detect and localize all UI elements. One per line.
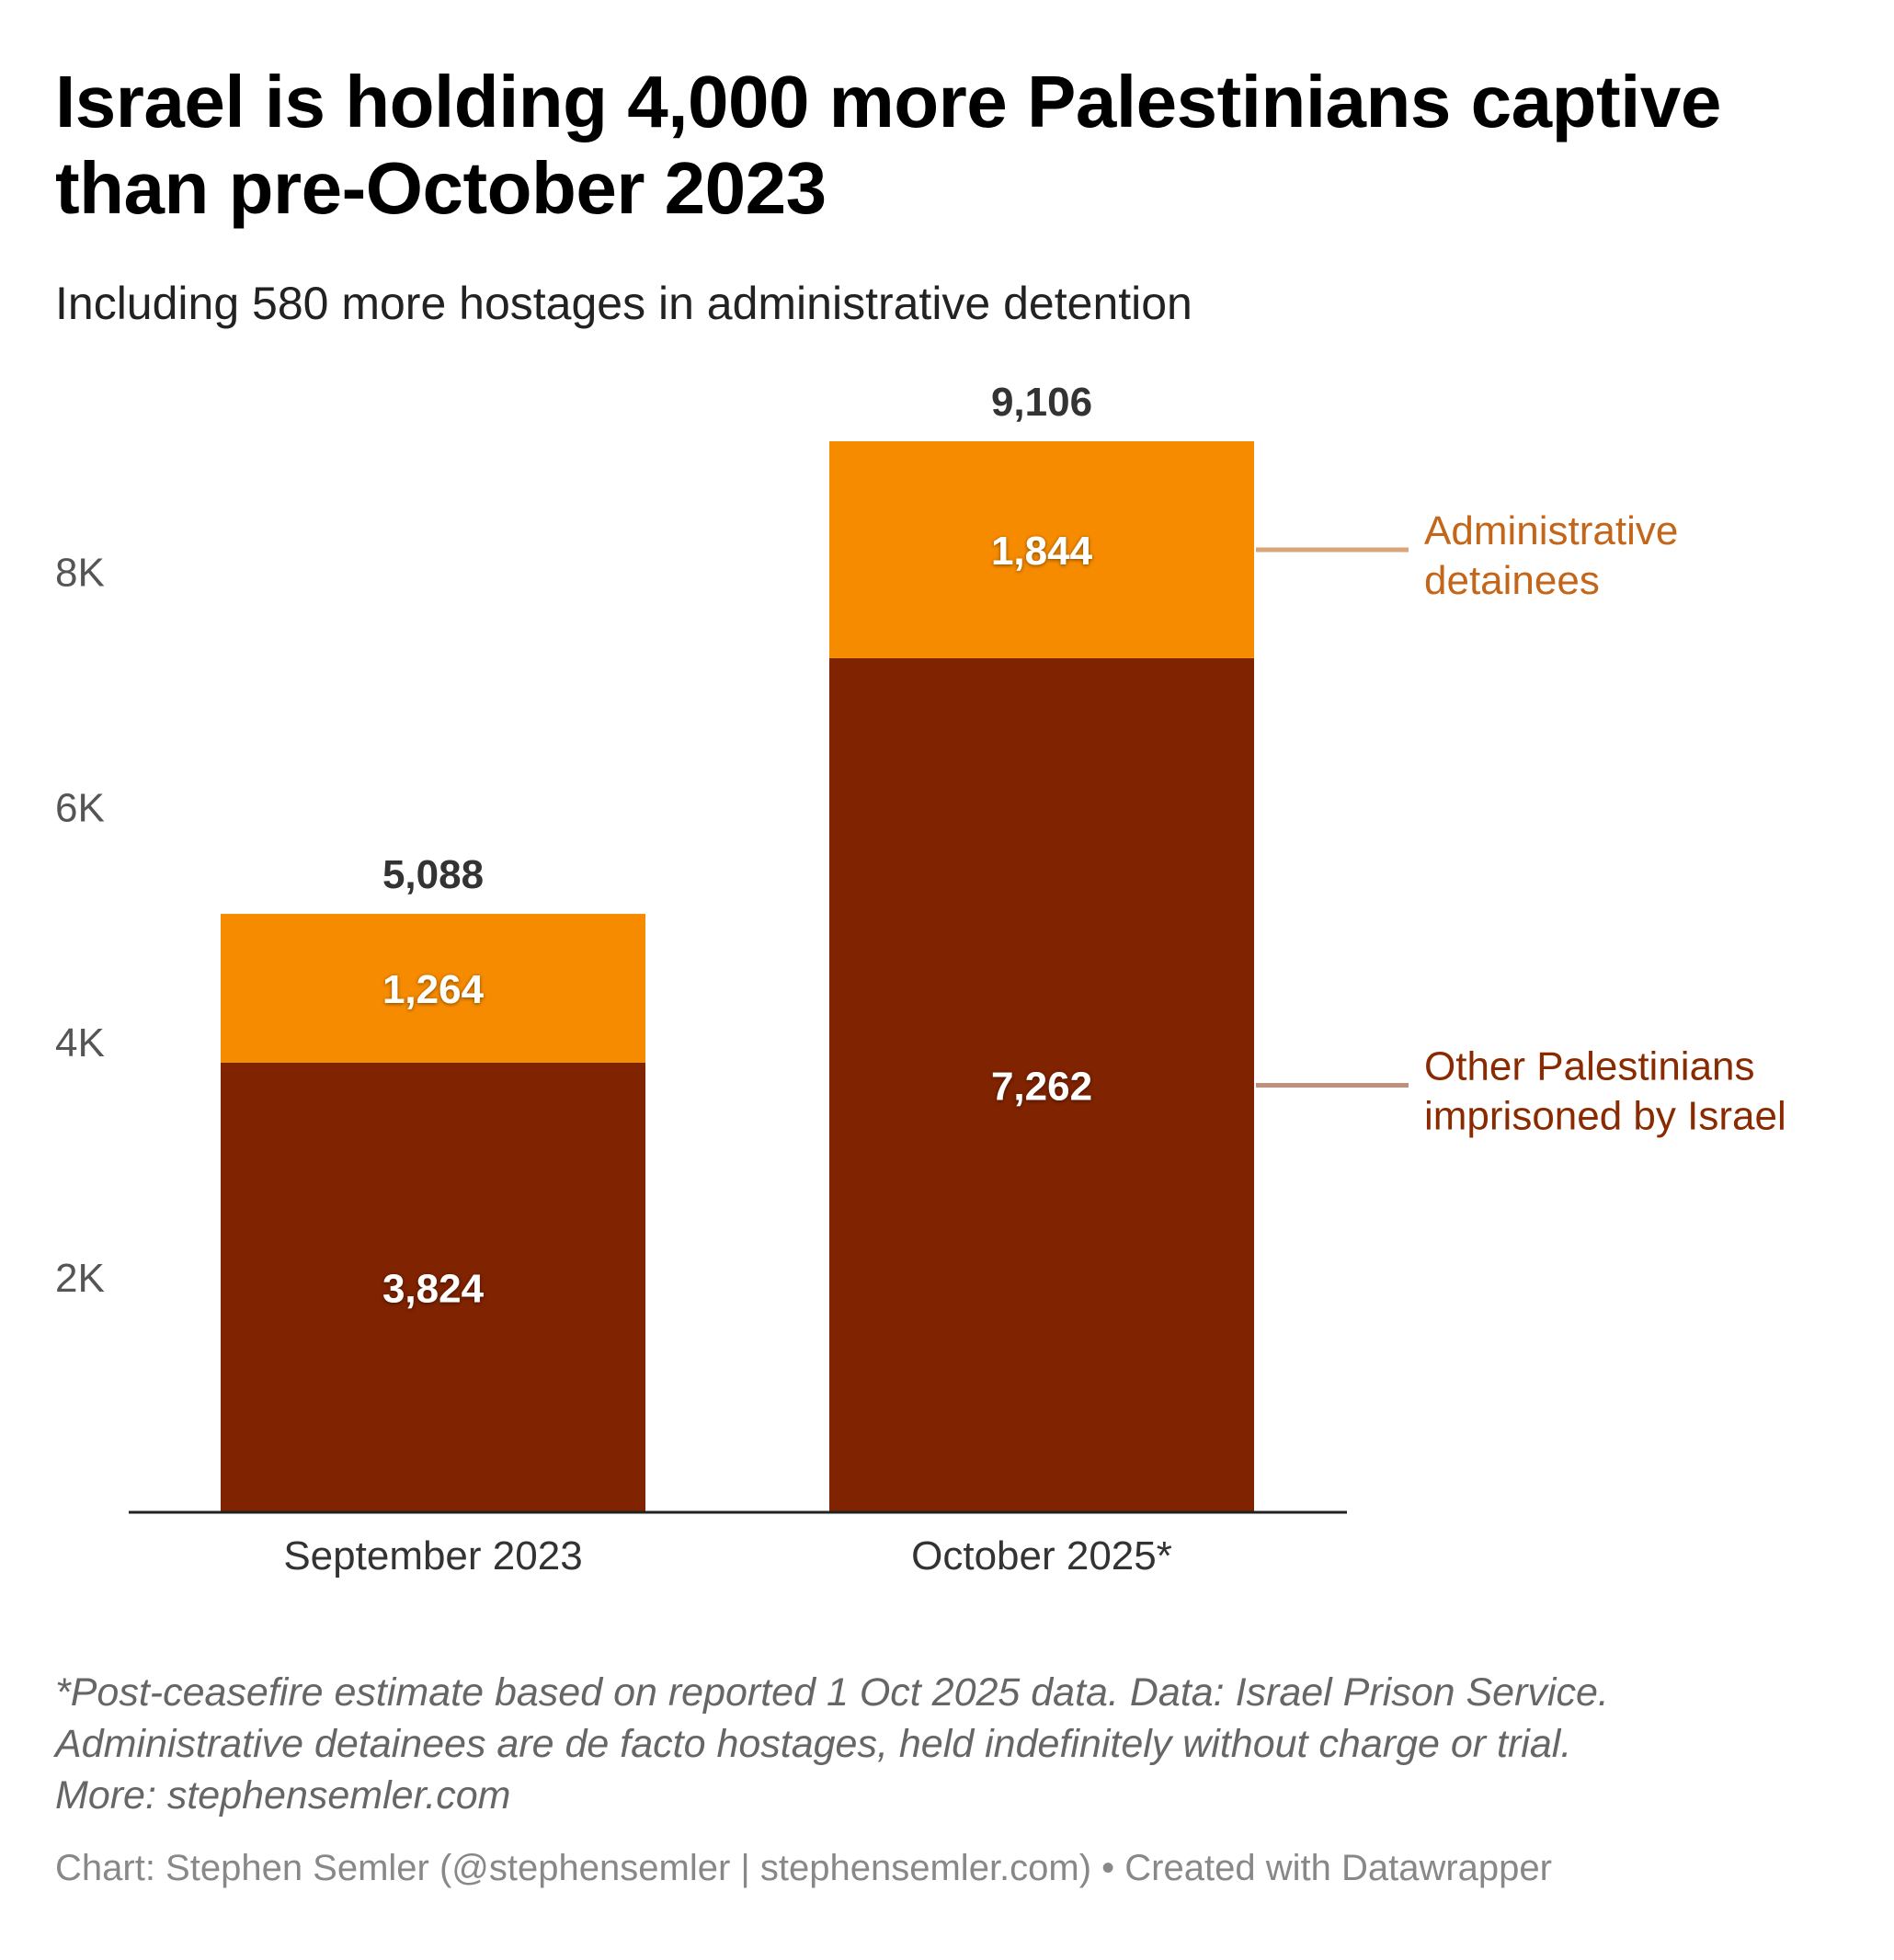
bar-segment[interactable] xyxy=(829,657,1254,1512)
footnote-line: *Post-ceasefire estimate based on report… xyxy=(55,1670,1609,1715)
y-tick-label: 2K xyxy=(55,1256,105,1301)
bar-segment[interactable] xyxy=(221,914,645,1063)
chart-title: Israel is holding 4,000 more Palestinian… xyxy=(55,61,1721,229)
footnotes: *Post-ceasefire estimate based on report… xyxy=(55,1667,1839,1821)
bar-value-label: 1,844 xyxy=(991,529,1093,574)
stacked-bar-chart: 2K 4K 6K 8K 3,824 1,264 5,088 September 2023 7,2… xyxy=(55,380,1786,1578)
x-category-label: October 2025* xyxy=(911,1533,1172,1578)
y-tick-label: 6K xyxy=(55,785,105,830)
bar-total-label: 5,088 xyxy=(382,852,484,897)
footnote-line: Administrative detainees are de facto ho… xyxy=(55,1722,1572,1766)
chart-subtitle: Including 580 more hostages in administr… xyxy=(55,278,1192,329)
x-category-label: September 2023 xyxy=(283,1533,582,1578)
legend-label: Administrative detainees xyxy=(1424,508,1678,603)
bar-segment[interactable] xyxy=(221,1062,645,1512)
chart-credit: Chart: Stephen Semler (@stephensemler | … xyxy=(55,1848,1552,1888)
bar-value-label: 7,262 xyxy=(991,1064,1092,1109)
legend-label: Other Palestinians imprisoned by Israel xyxy=(1424,1043,1786,1138)
footnote-line: More: stephensemler.com xyxy=(55,1773,511,1818)
bar-value-label: 1,264 xyxy=(382,967,485,1012)
bar-total-label: 9,106 xyxy=(991,380,1092,425)
y-tick-label: 8K xyxy=(55,550,105,595)
bar-value-label: 3,824 xyxy=(382,1266,485,1311)
y-tick-label: 4K xyxy=(55,1020,105,1065)
bar-segment[interactable] xyxy=(829,441,1254,658)
